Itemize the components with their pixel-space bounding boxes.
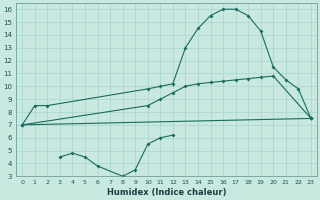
- X-axis label: Humidex (Indice chaleur): Humidex (Indice chaleur): [107, 188, 226, 197]
